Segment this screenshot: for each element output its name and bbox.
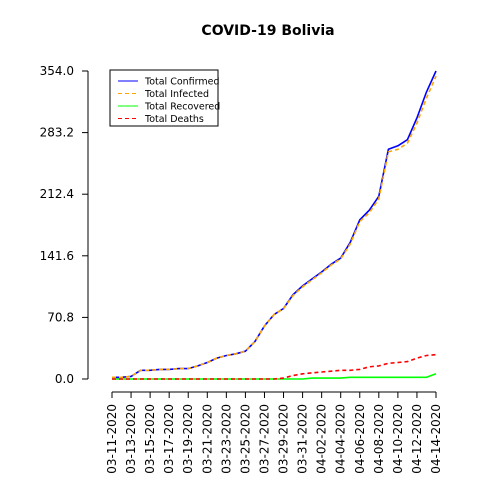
x-tick-label: 03-29-2020	[277, 404, 291, 474]
x-axis: 03-11-2020 03-13-2020 03-15-2020 03-17-2020…	[105, 391, 443, 474]
y-tick-label: 70.8	[47, 310, 74, 324]
y-tick-label: 0.0	[55, 372, 74, 386]
x-tick-label: 03-25-2020	[238, 404, 252, 474]
y-tick-label: 212.4	[40, 187, 74, 201]
y-axis: 0.0 70.8 141.6 212.4 283.2 354.0	[40, 64, 89, 386]
chart-title: COVID-19 Bolivia	[201, 23, 334, 39]
x-tick-label: 03-21-2020	[200, 404, 214, 474]
y-tick-label: 354.0	[40, 64, 74, 78]
legend-box	[109, 69, 219, 127]
legend-label: Total Recovered	[144, 102, 220, 113]
legend-label: Total Deaths	[144, 114, 204, 125]
x-tick-label: 03-11-2020	[105, 404, 119, 474]
x-tick-label: 03-13-2020	[124, 404, 138, 474]
y-tick-label: 283.2	[40, 126, 74, 140]
x-tick-label: 04-06-2020	[353, 404, 367, 474]
x-tick-label: 03-19-2020	[181, 404, 195, 474]
series-line-total-deaths	[112, 353, 437, 380]
x-tick-label: 04-10-2020	[391, 404, 405, 474]
x-tick-label: 03-23-2020	[219, 404, 233, 474]
x-tick-label: 03-27-2020	[257, 404, 271, 474]
y-tick-label: 141.6	[40, 249, 74, 263]
x-tick-label: 03-17-2020	[162, 404, 176, 474]
x-tick-label: 04-12-2020	[410, 404, 424, 474]
x-tick-label: 04-02-2020	[315, 404, 329, 474]
x-tick-label: 04-04-2020	[334, 404, 348, 474]
legend-label: Total Infected	[144, 89, 209, 100]
plot-series	[112, 70, 437, 380]
x-tick-label: 04-14-2020	[429, 404, 443, 474]
x-tick-label: 03-15-2020	[143, 404, 157, 474]
x-tick-label: 04-08-2020	[372, 404, 386, 474]
legend-label: Total Confirmed	[144, 77, 220, 88]
x-tick-label: 03-31-2020	[296, 404, 310, 474]
series-line-total-infected	[112, 75, 437, 379]
